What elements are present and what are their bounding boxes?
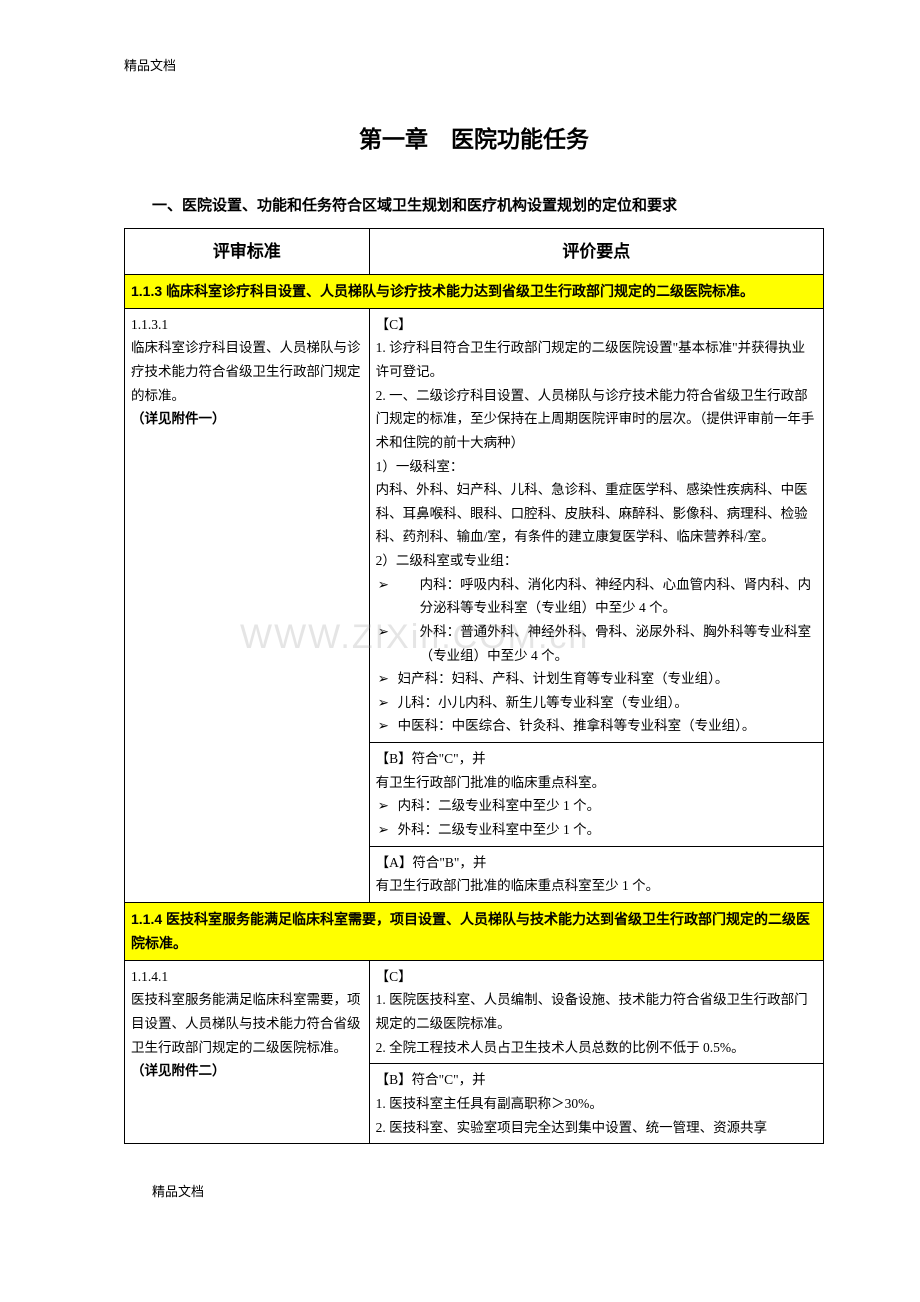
grade-b-tag: 【B】符合"C"，并 [376,1068,817,1092]
table-row: 1.1.3 临床科室诊疗科目设置、人员梯队与诊疗技术能力达到省级卫生行政部门规定… [125,275,824,309]
item-note: （详见附件一） [131,407,363,431]
text-line: 有卫生行政部门批准的临床重点科室至少 1 个。 [376,874,817,898]
section-113-header: 1.1.3 临床科室诊疗科目设置、人员梯队与诊疗技术能力达到省级卫生行政部门规定… [125,275,824,309]
level2-label: 2）二级科室或专业组： [376,549,817,573]
level1-label: 1）一级科室： [376,455,817,479]
cell-1131-c: 【C】 1. 诊疗科目符合卫生行政部门规定的二级医院设置"基本标准"并获得执业许… [369,308,823,742]
list-item: 外科：二级专业科室中至少 1 个。 [398,818,817,842]
grade-c-tag: 【C】 [376,313,817,337]
list-item: 中医科：中医综合、针灸科、推拿科等专业科室（专业组）。 [398,714,817,738]
cell-1131-b: 【B】符合"C"，并 有卫生行政部门批准的临床重点科室。 内科：二级专业科室中至… [369,743,823,847]
text-line: 1. 诊疗科目符合卫生行政部门规定的二级医院设置"基本标准"并获得执业许可登记。 [376,336,817,383]
text-line: 2. 医技科室、实验室项目完全达到集中设置、统一管理、资源共享 [376,1116,817,1140]
cell-1141-b: 【B】符合"C"，并 1. 医技科室主任具有副高职称＞30%。 2. 医技科室、… [369,1064,823,1144]
text-line: 2. 一、二级诊疗科目设置、人员梯队与诊疗技术能力符合省级卫生行政部门规定的标准… [376,384,817,455]
item-number: 1.1.4.1 [131,965,363,989]
section-114-header: 1.1.4 医技科室服务能满足临床科室需要，项目设置、人员梯队与技术能力达到省级… [125,902,824,960]
th-points: 评价要点 [369,228,823,275]
item-number: 1.1.3.1 [131,313,363,337]
grade-c-tag: 【C】 [376,965,817,989]
list-item: 内科：二级专业科室中至少 1 个。 [398,794,817,818]
table-row: 1.1.3.1 临床科室诊疗科目设置、人员梯队与诊疗技术能力符合省级卫生行政部门… [125,308,824,742]
list-item: 内科：呼吸内科、消化内科、神经内科、心血管内科、肾内科、内分泌科等专业科室（专业… [398,573,817,620]
grade-b-tag: 【B】符合"C"，并 [376,747,817,771]
text-line: 1. 医院医技科室、人员编制、设备设施、技术能力符合省级卫生行政部门规定的二级医… [376,988,817,1035]
grade-a-tag: 【A】符合"B"，并 [376,851,817,875]
text-line: 1. 医技科室主任具有副高职称＞30%。 [376,1092,817,1116]
item-note: （详见附件二） [131,1059,363,1083]
text-line: 2. 全院工程技术人员占卫生技术人员总数的比例不低于 0.5%。 [376,1036,817,1060]
cell-1131-a: 【A】符合"B"，并 有卫生行政部门批准的临床重点科室至少 1 个。 [369,846,823,902]
item-body: 医技科室服务能满足临床科室需要，项目设置、人员梯队与技术能力符合省级卫生行政部门… [131,988,363,1059]
table-row: 1.1.4 医技科室服务能满足临床科室需要，项目设置、人员梯队与技术能力达到省级… [125,902,824,960]
page-header: 精品文档 [124,56,824,77]
th-standard: 评审标准 [125,228,370,275]
chapter-title: 第一章 医院功能任务 [124,121,824,158]
table-header-row: 评审标准 评价要点 [125,228,824,275]
list-item: 外科：普通外科、神经外科、骨科、泌尿外科、胸外科等专业科室（专业组）中至少 4 … [398,620,817,667]
item-body: 临床科室诊疗科目设置、人员梯队与诊疗技术能力符合省级卫生行政部门规定的标准。 [131,336,363,407]
text-line: 有卫生行政部门批准的临床重点科室。 [376,771,817,795]
list-item: 儿科：小儿内科、新生儿等专业科室（专业组）。 [398,691,817,715]
arrow-list: 内科：二级专业科室中至少 1 个。 外科：二级专业科室中至少 1 个。 [376,794,817,841]
list-item: 妇产科：妇科、产科、计划生育等专业科室（专业组）。 [398,667,817,691]
section-title: 一、医院设置、功能和任务符合区域卫生规划和医疗机构设置规划的定位和要求 [124,194,824,218]
level1-body: 内科、外科、妇产科、儿科、急诊科、重症医学科、感染性疾病科、中医科、耳鼻喉科、眼… [376,478,817,549]
cell-1141-c: 【C】 1. 医院医技科室、人员编制、设备设施、技术能力符合省级卫生行政部门规定… [369,960,823,1064]
cell-1141-left: 1.1.4.1 医技科室服务能满足临床科室需要，项目设置、人员梯队与技术能力符合… [125,960,370,1143]
page-footer: 精品文档 [152,1182,824,1203]
table-row: 1.1.4.1 医技科室服务能满足临床科室需要，项目设置、人员梯队与技术能力符合… [125,960,824,1064]
evaluation-table: 评审标准 评价要点 1.1.3 临床科室诊疗科目设置、人员梯队与诊疗技术能力达到… [124,228,824,1145]
cell-1131-left: 1.1.3.1 临床科室诊疗科目设置、人员梯队与诊疗技术能力符合省级卫生行政部门… [125,308,370,902]
arrow-list: 内科：呼吸内科、消化内科、神经内科、心血管内科、肾内科、内分泌科等专业科室（专业… [376,573,817,738]
